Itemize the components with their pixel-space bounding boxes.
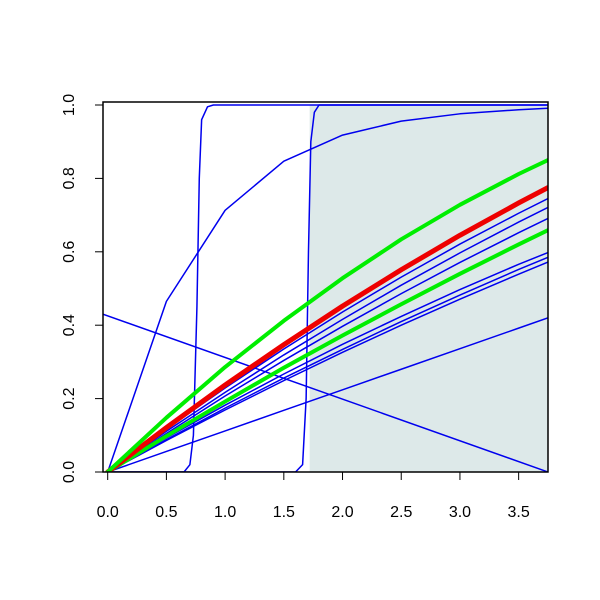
plot-lines <box>103 104 548 472</box>
series-line <box>106 104 548 472</box>
x-tick-label: 3.0 <box>449 504 471 521</box>
series-line <box>105 158 548 472</box>
series-line <box>106 206 548 472</box>
series-line <box>103 313 548 472</box>
series-line <box>106 251 548 472</box>
series-line <box>106 261 548 472</box>
y-tick-label: 1.0 <box>61 94 78 116</box>
y-tick-label: 0.8 <box>61 167 78 189</box>
x-tick-label: 2.5 <box>390 504 412 521</box>
y-tick-label: 0.6 <box>61 241 78 263</box>
x-tick-label: 1.5 <box>273 504 295 521</box>
series-line <box>106 107 548 472</box>
y-tick-label: 0.4 <box>61 314 78 336</box>
x-tick-label: 2.0 <box>331 504 353 521</box>
series-line <box>106 104 548 472</box>
y-tick-label: 0.2 <box>61 387 78 409</box>
series-line <box>105 185 548 472</box>
x-tick-label: 0.0 <box>97 504 119 521</box>
series-line <box>106 317 548 472</box>
x-tick-label: 1.0 <box>214 504 236 521</box>
x-tick-label: 3.5 <box>508 504 530 521</box>
series-line <box>106 256 548 472</box>
series-line <box>106 217 548 472</box>
x-tick-label: 0.5 <box>155 504 177 521</box>
y-tick-label: 0.0 <box>61 461 78 483</box>
series-line <box>105 228 548 472</box>
